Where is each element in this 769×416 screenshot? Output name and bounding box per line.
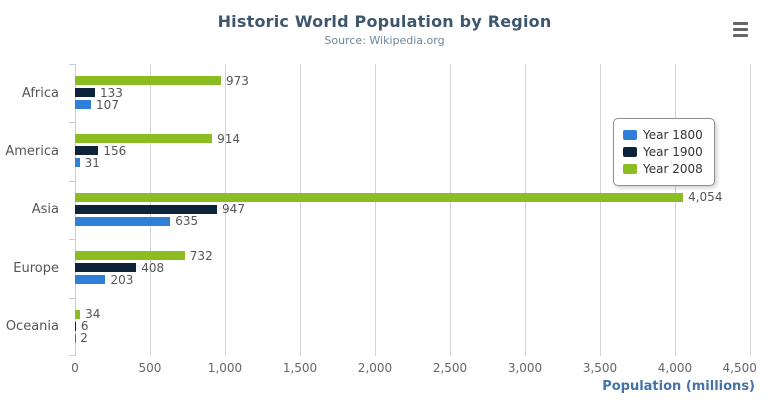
bar-line: 31 bbox=[75, 155, 750, 170]
bar-africa-year-1900[interactable] bbox=[75, 88, 95, 97]
gridline bbox=[750, 64, 751, 356]
chart-subtitle: Source: Wikipedia.org bbox=[324, 34, 445, 47]
bar-value-label: 133 bbox=[99, 85, 123, 100]
bar-america-year-1800[interactable] bbox=[75, 158, 80, 168]
bar-oceania-year-2008[interactable] bbox=[75, 309, 81, 319]
category-group-america: 914 156 31 bbox=[75, 122, 750, 180]
x-tick-label: 1,500 bbox=[282, 361, 318, 375]
category-group-europe: 732 408 203 bbox=[75, 239, 750, 297]
bar-africa-year-2008[interactable] bbox=[75, 76, 221, 85]
bar-line: 203 bbox=[75, 272, 750, 287]
category-labels: Africa America Asia Europe Oceania bbox=[0, 64, 67, 356]
bar-value-label: 6 bbox=[80, 319, 89, 334]
category-axis-tick bbox=[69, 297, 75, 299]
legend-item-year-2008[interactable]: Year 2008 bbox=[623, 162, 703, 176]
bar-oceania-year-1900[interactable] bbox=[75, 321, 76, 331]
x-tick-label: 2,000 bbox=[357, 361, 393, 375]
x-axis-labels: 0 500 1,000 1,500 2,000 2,500 3,000 3,500 4,000 4… bbox=[71, 361, 757, 377]
gridline bbox=[374, 64, 376, 356]
category-group-africa: 973 133 107 bbox=[75, 64, 750, 122]
legend-item-year-1800[interactable]: Year 1800 bbox=[623, 128, 703, 142]
bar-value-label: 973 bbox=[225, 73, 249, 88]
bar-value-label: 156 bbox=[103, 143, 127, 158]
bar-value-label: 4,054 bbox=[688, 190, 723, 205]
category-label-asia: Asia bbox=[31, 202, 59, 218]
legend-label: Year 1900 bbox=[643, 145, 703, 159]
legend-label: Year 2008 bbox=[643, 162, 703, 176]
gridline bbox=[224, 64, 226, 356]
bar-line: 732 bbox=[75, 248, 750, 263]
category-label-europe: Europe bbox=[13, 260, 59, 276]
x-tick-label: 4,000 bbox=[657, 361, 693, 375]
bar-europe-year-2008[interactable] bbox=[75, 251, 185, 261]
bar-line: 156 bbox=[75, 143, 750, 158]
legend-label: Year 1800 bbox=[643, 128, 703, 142]
bar-line: 947 bbox=[75, 202, 750, 217]
bar-line: 635 bbox=[75, 214, 750, 229]
bar-value-label: 914 bbox=[217, 131, 240, 146]
category-axis-tick bbox=[69, 122, 75, 124]
bar-value-label: 31 bbox=[84, 155, 100, 170]
bar-value-label: 408 bbox=[141, 260, 165, 275]
plot-area: 973 133 107 914 156 31 4,054 947 635 732 408 203 34 6… bbox=[69, 64, 751, 356]
bar-line: 34 bbox=[75, 307, 750, 322]
bar-line: 973 bbox=[75, 73, 750, 88]
category-group-asia: 4,054 947 635 bbox=[75, 181, 750, 239]
bar-asia-year-1900[interactable] bbox=[75, 204, 218, 214]
x-tick-label: 0 bbox=[71, 361, 79, 375]
bar-africa-year-1800[interactable] bbox=[75, 100, 92, 109]
bar-value-label: 732 bbox=[189, 248, 213, 263]
x-tick-label: 3,000 bbox=[507, 361, 543, 375]
category-axis-tick bbox=[69, 355, 75, 356]
bar-america-year-2008[interactable] bbox=[75, 134, 213, 144]
x-tick-label: 1,000 bbox=[207, 361, 243, 375]
bar-line: 107 bbox=[75, 97, 750, 112]
bar-europe-year-1900[interactable] bbox=[75, 263, 137, 273]
legend-swatch-year-2008 bbox=[623, 164, 637, 174]
legend-items: Year 1800 Year 1900 Year 2008 bbox=[623, 128, 703, 176]
legend-swatch-year-1900 bbox=[623, 147, 637, 157]
category-axis-tick bbox=[69, 239, 75, 241]
x-tick-label: 4,500 bbox=[722, 361, 757, 375]
x-axis-title: Population (millions) bbox=[602, 379, 755, 394]
bar-value-label: 34 bbox=[85, 307, 101, 322]
bar-asia-year-1800[interactable] bbox=[75, 216, 171, 226]
bar-value-label: 107 bbox=[96, 97, 119, 112]
bar-line: 408 bbox=[75, 260, 750, 275]
category-axis-tick bbox=[69, 180, 75, 182]
bar-value-label: 2 bbox=[80, 331, 88, 346]
export-menu-button[interactable] bbox=[733, 22, 748, 37]
category-label-oceania: Oceania bbox=[5, 319, 59, 335]
x-tick-label: 3,500 bbox=[582, 361, 618, 375]
bar-america-year-1900[interactable] bbox=[75, 146, 99, 156]
gridline bbox=[300, 64, 301, 356]
bar-line: 914 bbox=[75, 131, 750, 146]
gridline bbox=[600, 64, 601, 356]
bar-line: 4,054 bbox=[75, 190, 750, 205]
bar-value-label: 203 bbox=[110, 272, 134, 287]
category-group-oceania: 34 6 2 bbox=[75, 298, 750, 356]
bar-value-label: 947 bbox=[222, 202, 245, 217]
bar-line: 133 bbox=[75, 85, 750, 100]
chart-title: Historic World Population by Region bbox=[217, 12, 552, 31]
bar-line: 2 bbox=[75, 331, 750, 346]
hamburger-menu-icon bbox=[733, 22, 748, 25]
category-axis-tick bbox=[69, 64, 75, 65]
bar-line: 6 bbox=[75, 319, 750, 334]
gridline bbox=[450, 64, 451, 356]
category-label-africa: Africa bbox=[21, 85, 59, 101]
gridline bbox=[525, 64, 526, 356]
legend-swatch-year-1800 bbox=[623, 130, 637, 140]
bar-europe-year-1800[interactable] bbox=[75, 275, 106, 285]
category-label-america: America bbox=[5, 144, 59, 160]
bar-asia-year-2008[interactable] bbox=[75, 192, 684, 202]
bar-value-label: 635 bbox=[175, 214, 199, 229]
legend-item-year-1900[interactable]: Year 1900 bbox=[623, 145, 703, 159]
gridline bbox=[674, 64, 676, 356]
x-tick-label: 2,500 bbox=[432, 361, 468, 375]
x-tick-label: 500 bbox=[138, 361, 162, 375]
legend: Year 1800 Year 1900 Year 2008 bbox=[613, 118, 715, 186]
bars-layer: 973 133 107 914 156 31 4,054 947 635 732 408 203 34 6… bbox=[75, 64, 750, 356]
